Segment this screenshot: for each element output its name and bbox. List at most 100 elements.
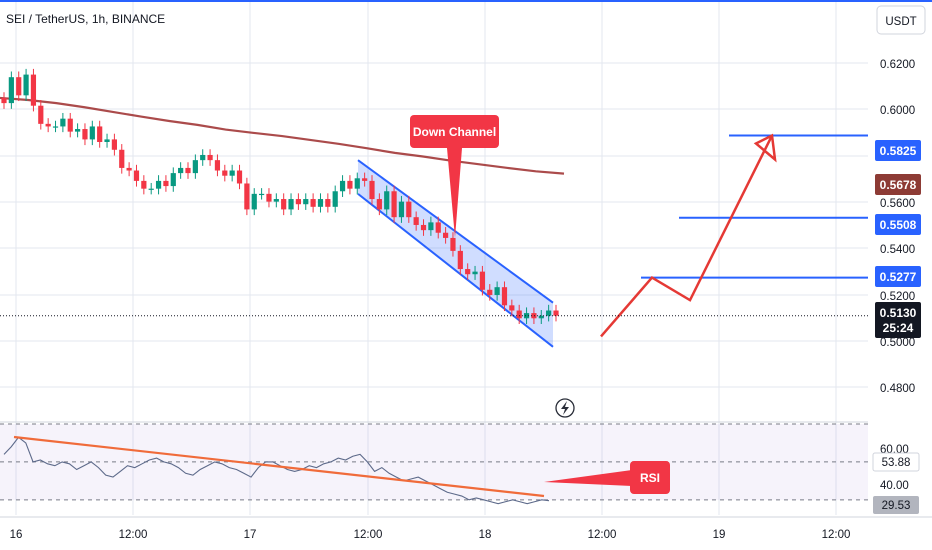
time-tick: 12:00 — [354, 529, 383, 541]
candle-body — [435, 222, 441, 233]
time-tick: 19 — [713, 529, 726, 541]
candle-body — [170, 173, 176, 187]
candle-body — [546, 310, 552, 316]
projection-arrowhead — [753, 133, 777, 163]
candle-body — [303, 199, 309, 205]
price-tick: 0.5200 — [880, 291, 915, 303]
candle-body — [126, 167, 132, 171]
candle-body — [376, 199, 382, 210]
candle-body — [347, 180, 353, 189]
price-tag-label: 0.5277 — [880, 270, 917, 284]
time-axis[interactable]: 16 12:00 17 12:00 18 12:00 19 12:00 — [0, 516, 932, 550]
price-tick: 0.4800 — [880, 383, 915, 395]
symbol-title: SEI / TetherUS, 1h, BINANCE — [6, 12, 165, 26]
price-tick: 0.6200 — [880, 59, 915, 71]
candle-body — [251, 193, 257, 210]
price-tag-label: 0.5508 — [880, 218, 917, 232]
last-price-tag-bg — [875, 302, 921, 338]
currency-button[interactable] — [876, 5, 926, 35]
price-tick: 0.5400 — [880, 244, 915, 256]
candle-body — [516, 310, 522, 319]
price-tag-bg — [875, 140, 921, 161]
candle-body — [119, 149, 125, 168]
candle-body — [509, 305, 515, 311]
moving-average-line — [0, 96, 565, 175]
candle-body — [325, 199, 331, 207]
candle-body — [398, 201, 405, 218]
currency-label: USDT — [885, 16, 916, 28]
rsi-tick: 40.00 — [880, 480, 909, 492]
channel-label: Down Channel — [413, 125, 496, 139]
candle-body — [391, 191, 397, 218]
countdown-label: 25:24 — [883, 321, 914, 335]
candle-body — [487, 289, 493, 295]
candle-body — [310, 199, 316, 207]
price-tags: 0.5825 0.5678 0.5508 0.5277 0.5130 25:24 — [875, 140, 921, 338]
projection-path[interactable] — [600, 134, 774, 338]
price-tag-label: 0.5825 — [880, 144, 917, 158]
rsi-label: RSI — [640, 471, 660, 485]
candle-body — [207, 154, 213, 161]
candle-body — [30, 74, 37, 106]
price-tag-bg — [875, 266, 921, 287]
candle-body — [148, 188, 154, 190]
time-tick: 17 — [244, 529, 257, 541]
candle-body — [259, 193, 265, 196]
down-channel-lower-line[interactable] — [357, 193, 554, 348]
candle-body — [16, 77, 22, 96]
candle-body — [222, 170, 228, 176]
candle-body — [266, 193, 272, 202]
candle-body — [523, 313, 530, 319]
candle-body — [236, 170, 243, 184]
candle-body — [288, 199, 294, 210]
price-axis[interactable]: USDT 0.6200 0.6000 0.5600 0.5400 0.5200 … — [868, 2, 932, 517]
rsi-tag-bg — [873, 496, 919, 514]
candle-body — [317, 199, 324, 207]
candle-body — [413, 217, 419, 225]
rsi-callout-box — [630, 461, 670, 494]
candle-body — [52, 126, 59, 128]
rsi-ma-tag-label: 53.88 — [882, 457, 911, 469]
candle-body — [155, 180, 162, 189]
candle-body — [163, 180, 169, 187]
candle-body — [479, 271, 485, 290]
candle-body — [339, 180, 346, 192]
lightning-icon[interactable] — [555, 398, 575, 418]
candle-body — [104, 139, 110, 142]
candle-body — [494, 287, 500, 295]
candle-body — [38, 105, 44, 124]
price-tag-bg — [875, 174, 921, 195]
target-levels — [641, 134, 868, 279]
candle-body — [362, 178, 368, 181]
candle-body — [1, 97, 7, 104]
rsi-ma-tag-bg — [872, 452, 920, 472]
candle-body — [244, 183, 250, 210]
rsi-pane — [0, 421, 868, 505]
last-price-label: 0.5130 — [880, 306, 917, 320]
time-tick: 16 — [10, 529, 23, 541]
down-channel-callout[interactable]: Down Channel — [410, 115, 499, 238]
price-tick: 0.6000 — [880, 105, 915, 117]
candle-body — [332, 191, 338, 207]
rsi-trendline[interactable] — [13, 435, 545, 498]
candle-body — [200, 154, 206, 161]
candle-body — [428, 222, 434, 231]
candle-body — [178, 167, 184, 174]
candle-body — [8, 77, 14, 104]
rsi-callout[interactable]: RSI — [544, 461, 670, 494]
candle-body — [67, 118, 73, 132]
candle-body — [111, 139, 117, 150]
candle-body — [89, 126, 95, 140]
candle-body — [450, 237, 456, 251]
candle-body — [281, 199, 287, 210]
candle-body — [60, 118, 66, 127]
candle-body — [465, 269, 471, 275]
candle-body — [538, 315, 544, 319]
time-tick: 12:00 — [119, 529, 148, 541]
price-ticks: 0.6200 0.6000 0.5600 0.5400 0.5200 0.500… — [880, 59, 915, 395]
candle-body — [141, 180, 147, 189]
candle-body — [553, 310, 559, 316]
candle-body — [406, 201, 412, 218]
price-tag-label: 0.5678 — [880, 178, 917, 192]
